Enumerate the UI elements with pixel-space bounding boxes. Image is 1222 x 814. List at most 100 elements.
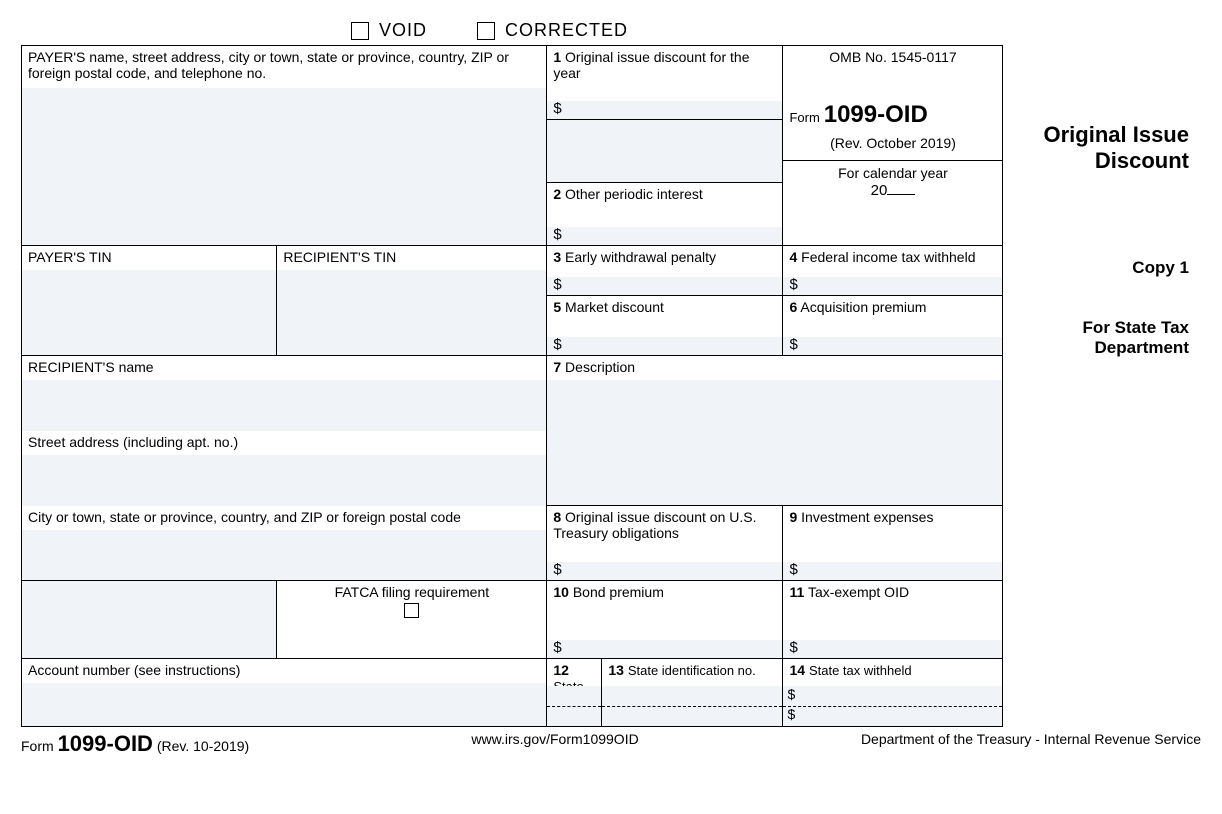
box-3-label: Early withdrawal penalty (565, 249, 716, 265)
box-4[interactable]: 4 Federal income tax withheld $ (783, 246, 1003, 296)
payer-block-label: PAYER'S name, street address, city or to… (22, 46, 546, 84)
box-10-label: Bond premium (573, 584, 664, 600)
city-block[interactable]: City or town, state or province, country… (22, 506, 547, 581)
box-3[interactable]: 3 Early withdrawal penalty $ (547, 246, 783, 296)
for-label-2: Department (1095, 338, 1189, 357)
dollar-icon: $ (787, 706, 795, 722)
box-4-label: Federal income tax withheld (801, 249, 975, 265)
recipient-name[interactable]: RECIPIENT'S name (22, 356, 547, 431)
footer-row: Form 1099-OID (Rev. 10-2019) www.irs.gov… (21, 731, 1201, 757)
box-2-label: Other periodic interest (565, 186, 703, 202)
box-14[interactable]: 14 State tax withheld $ $ (783, 659, 1003, 727)
box-9[interactable]: 9 Investment expenses $ (783, 506, 1003, 581)
footer-left: Form 1099-OID (Rev. 10-2019) (21, 731, 249, 757)
form-1099-oid: VOID CORRECTED PAYER'S name, street addr… (21, 20, 1201, 757)
box-4-num: 4 (789, 249, 797, 265)
box-13[interactable]: 13 State identification no. (602, 659, 783, 727)
recipient-tin[interactable]: RECIPIENT'S TIN (277, 246, 547, 356)
void-label: VOID (379, 20, 427, 41)
form-grid: PAYER'S name, street address, city or to… (21, 45, 1201, 727)
box-5-num: 5 (553, 299, 561, 315)
form-number: 1099-OID (824, 101, 928, 128)
box-14-num: 14 (789, 662, 805, 678)
side-copy-cell: Copy 1 For State Tax Department (1003, 246, 1193, 431)
box-11-num: 11 (789, 584, 804, 600)
city-label: City or town, state or province, country… (22, 506, 546, 528)
box-14-label: State tax withheld (809, 663, 912, 678)
blank-shaded (547, 119, 783, 182)
fatca-block: FATCA filing requirement (277, 581, 547, 659)
box-7-label: Description (565, 359, 635, 375)
box-1-label: Original issue discount for the year (553, 49, 749, 81)
box-12-num: 12 (553, 662, 569, 678)
box-2-num: 2 (553, 186, 561, 202)
fatca-checkbox[interactable] (404, 603, 419, 618)
calendar-year-label: For calendar year (783, 160, 1002, 181)
corrected-checkbox[interactable] (477, 22, 495, 40)
box-5[interactable]: 5 Market discount $ (547, 296, 783, 356)
blank-left (22, 581, 277, 659)
form-revision: (Rev. October 2019) (783, 132, 1002, 154)
dollar-icon: $ (553, 561, 561, 578)
box-10-num: 10 (553, 584, 569, 600)
form-header-block: OMB No. 1545-0117 Form 1099-OID (Rev. Oc… (783, 46, 1003, 246)
side-blank (1193, 356, 1201, 727)
box-8[interactable]: 8 Original issue discount on U.S. Treasu… (547, 506, 783, 581)
box-8-num: 8 (553, 509, 561, 525)
dollar-icon: $ (789, 639, 797, 656)
dollar-icon: $ (553, 276, 561, 293)
dollar-icon: $ (553, 336, 561, 353)
box-9-label: Investment expenses (801, 509, 933, 525)
dollar-icon: $ (789, 336, 797, 353)
box-11-label: Tax-exempt OID (808, 584, 909, 600)
box-6-num: 6 (789, 299, 797, 315)
box-7[interactable]: 7 Description (547, 356, 1003, 506)
box-1[interactable]: 1 Original issue discount for the year $ (547, 46, 783, 120)
footer-form-number: 1099-OID (58, 731, 153, 756)
side-title-2: Discount (1095, 148, 1189, 173)
box-8-label: Original issue discount on U.S. Treasury… (553, 509, 756, 541)
dollar-icon: $ (789, 276, 797, 293)
payer-tin[interactable]: PAYER'S TIN (22, 246, 277, 356)
box-10[interactable]: 10 Bond premium $ (547, 581, 783, 659)
box-1-num: 1 (553, 49, 561, 65)
payer-tin-label: PAYER'S TIN (22, 246, 276, 268)
payer-block[interactable]: PAYER'S name, street address, city or to… (22, 46, 547, 246)
fatca-label: FATCA filing requirement (277, 581, 546, 603)
side-title-1: Original Issue (1043, 122, 1189, 147)
dollar-icon: $ (789, 561, 797, 578)
calendar-year[interactable]: 20 (783, 181, 1002, 203)
box-12[interactable]: 12 State (547, 659, 602, 727)
box-13-num: 13 (608, 662, 624, 678)
street-address[interactable]: Street address (including apt. no.) (22, 431, 547, 506)
void-corrected-row: VOID CORRECTED (351, 20, 1201, 41)
box-13-label: State identification no. (628, 663, 756, 678)
recipient-tin-label: RECIPIENT'S TIN (277, 246, 546, 268)
copy-label: Copy 1 (1007, 258, 1189, 278)
account-label: Account number (see instructions) (22, 659, 546, 681)
box-9-num: 9 (789, 509, 797, 525)
box-6[interactable]: 6 Acquisition premium $ (783, 296, 1003, 356)
for-label-1: For State Tax (1083, 318, 1189, 337)
omb-number: OMB No. 1545-0117 (783, 46, 1002, 68)
dollar-icon: $ (787, 686, 795, 702)
box-2[interactable]: 2 Other periodic interest $ (547, 182, 783, 245)
recipient-name-label: RECIPIENT'S name (22, 356, 546, 378)
void-checkbox[interactable] (351, 22, 369, 40)
form-word: Form (789, 110, 819, 125)
corrected-label: CORRECTED (505, 20, 628, 41)
side-title-cell: Original Issue Discount (1003, 46, 1193, 246)
account-number[interactable]: Account number (see instructions) (22, 659, 547, 727)
box-3-num: 3 (553, 249, 561, 265)
footer-form-word: Form (21, 738, 54, 754)
box-6-label: Acquisition premium (800, 299, 926, 315)
footer-url: www.irs.gov/Form1099OID (471, 731, 638, 757)
dollar-icon: $ (553, 226, 561, 243)
box-7-num: 7 (553, 359, 561, 375)
dollar-icon: $ (553, 100, 561, 117)
street-label: Street address (including apt. no.) (22, 431, 546, 453)
box-11[interactable]: 11 Tax-exempt OID $ (783, 581, 1003, 659)
dollar-icon: $ (553, 639, 561, 656)
footer-dept: Department of the Treasury - Internal Re… (861, 731, 1201, 757)
footer-revision: (Rev. 10-2019) (157, 738, 249, 754)
